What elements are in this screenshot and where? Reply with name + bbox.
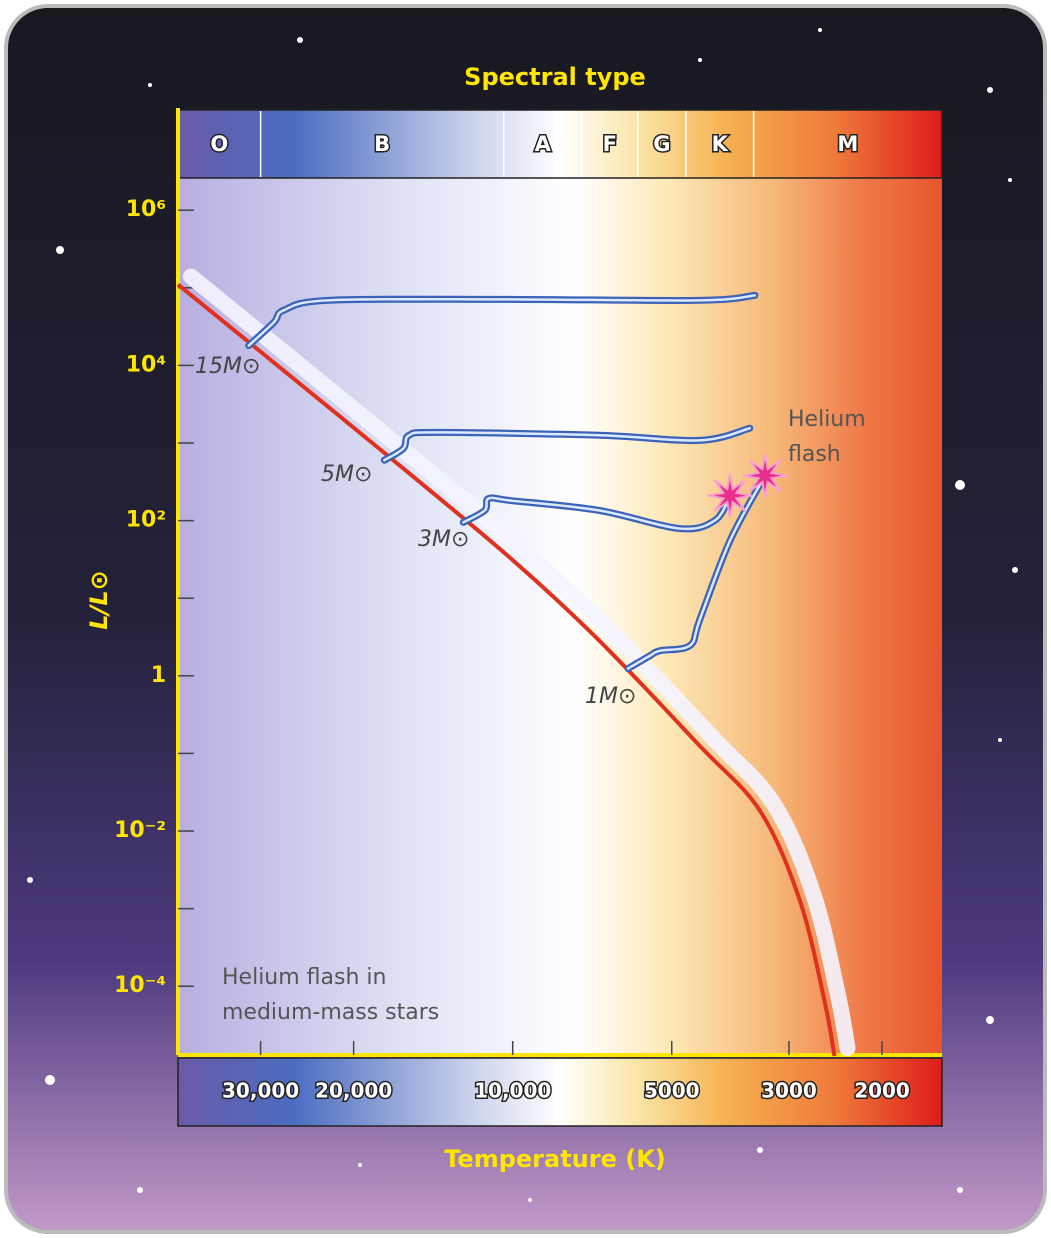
spectral-class: B <box>374 132 390 156</box>
annotation: Helium flash in <box>222 965 386 990</box>
mass-label: 5M⊙ <box>321 462 372 487</box>
mass-label: 15M⊙ <box>195 354 260 379</box>
helium-flash <box>708 474 752 518</box>
annotation: medium-mass stars <box>222 1000 439 1025</box>
y-tick-label: 10⁴ <box>126 352 166 377</box>
x-tick-label: 3000 <box>761 1079 817 1103</box>
spectral-bar <box>178 110 942 178</box>
y-tick-label: 1 <box>151 663 166 688</box>
spectral-class: G <box>653 132 670 156</box>
x-tick-label: 10,000 <box>474 1079 551 1103</box>
chart-title: Spectral type <box>464 63 646 91</box>
mass-label: 1M⊙ <box>585 684 636 709</box>
y-axis-label: L/L⊙ <box>85 570 113 629</box>
mass-label: 3M⊙ <box>418 527 469 552</box>
spectral-class: K <box>712 132 729 156</box>
y-tick-label: 10⁶ <box>126 197 166 222</box>
annotation: flash <box>788 442 841 467</box>
spectral-class: A <box>535 132 552 156</box>
chart: Spectral type Temperature (K) L/L⊙ O B A F G… <box>0 0 1051 1238</box>
spectral-class: F <box>603 132 617 156</box>
x-tick-label: 2000 <box>854 1079 910 1103</box>
x-tick-label: 5000 <box>644 1079 700 1103</box>
y-tick-label: 10⁻⁴ <box>114 973 166 998</box>
spectral-class: M <box>837 132 858 156</box>
helium-flash <box>743 454 787 498</box>
x-axis-label: Temperature (K) <box>444 1145 666 1173</box>
x-tick-label: 20,000 <box>315 1079 392 1103</box>
y-tick-label: 10⁻² <box>114 818 166 843</box>
x-tick-label: 30,000 <box>222 1079 299 1103</box>
y-tick-label: 10² <box>126 508 166 533</box>
annotation: Helium <box>788 407 866 432</box>
spectral-class: O <box>210 132 228 156</box>
